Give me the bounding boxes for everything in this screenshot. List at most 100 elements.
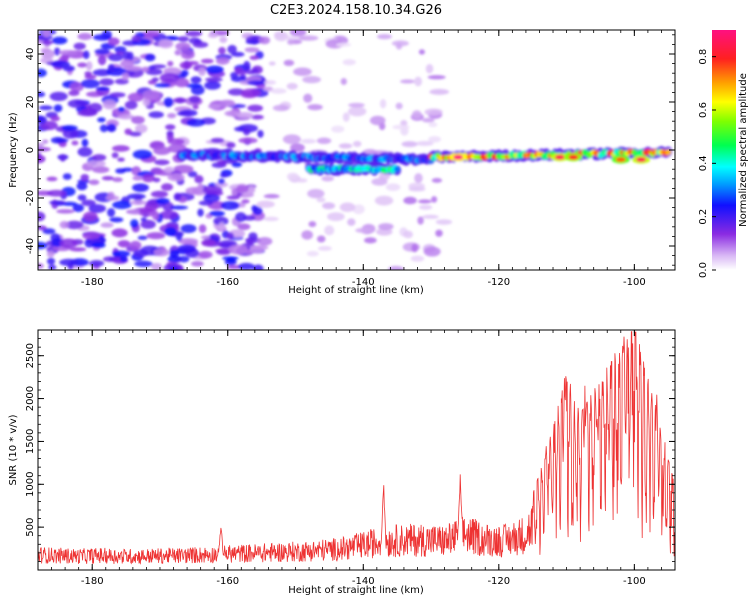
spectrogram-noise-blob xyxy=(247,104,264,112)
spectrogram-noise-blob xyxy=(301,230,313,240)
spectrogram-noise-blob xyxy=(219,173,229,178)
spectrogram-noise-blob xyxy=(101,175,114,181)
spectrogram-noise-blob xyxy=(307,104,323,111)
spectrogram-noise-blob xyxy=(137,235,148,241)
spectrogram-noise-blob xyxy=(158,39,174,49)
spectrogram-noise-blob xyxy=(347,218,356,226)
spectrogram-noise-blob xyxy=(188,95,201,104)
spectrogram-noise-blob xyxy=(38,241,48,250)
spectrogram-noise-blob xyxy=(400,79,415,84)
spectrogram-noise-blob xyxy=(424,108,443,116)
spectrogram-noise-blob xyxy=(144,53,156,62)
spectrogram-noise-blob xyxy=(376,228,393,236)
spectrogram-noise-blob xyxy=(392,124,410,130)
y-tick-label: 0 xyxy=(25,147,36,153)
spectrogram-noise-blob xyxy=(306,250,319,257)
spectrogram-noise-blob xyxy=(321,175,335,182)
spectrogram-noise-blob xyxy=(242,127,251,136)
spectrogram-panel: -180 -160 -140 -120 -100 -40 -20 0 20 40 Height … xyxy=(8,29,676,296)
spectrogram-noise-blob xyxy=(215,57,230,65)
spectrogram-noise-blob xyxy=(81,138,89,147)
spectrogram-noise-blob xyxy=(107,53,124,62)
spectrogram-noise-blob xyxy=(112,177,123,183)
spectrogram-noise-blob xyxy=(131,116,145,125)
spectrogram-noise-blob xyxy=(296,178,308,183)
spectrogram-noise-blob xyxy=(88,179,100,186)
spectrogram-noise-blob xyxy=(198,67,206,77)
spectrogram-noise-blob xyxy=(264,80,277,85)
spectrogram-noise-blob xyxy=(129,209,140,215)
spectrogram-noise-blob xyxy=(77,110,98,117)
spectrogram-noise-blob xyxy=(135,124,148,134)
spectrogram-noise-blob xyxy=(111,152,119,159)
spectrogram-noise-blob xyxy=(146,232,166,240)
spectrogram-noise-blob xyxy=(247,185,256,194)
spectrogram-noise-blob xyxy=(59,258,79,267)
spectrogram-noise-blob xyxy=(219,36,228,44)
spectrogram-noise-blob xyxy=(42,139,49,144)
y-tick-label: 1000 xyxy=(25,472,36,497)
spectrogram-noise-blob xyxy=(167,173,185,182)
spectrogram-noise-blob xyxy=(49,91,68,102)
spectrogram-noise-blob xyxy=(38,225,47,231)
spectrogram-noise-blob xyxy=(142,97,151,107)
spectrogram-noise-blob xyxy=(395,102,403,110)
spectrogram-noise-blob xyxy=(395,42,403,50)
spectrogram-noise-blob xyxy=(83,211,98,222)
spectrogram-noise-blob xyxy=(97,117,106,123)
spectrogram-noise-blob xyxy=(99,78,115,86)
spectrogram-noise-blob xyxy=(84,71,92,77)
spectrogram-noise-blob xyxy=(216,248,232,256)
spectrogram-noise-blob xyxy=(303,93,313,103)
spectrogram-noise-blob xyxy=(227,257,236,263)
spectrogram-noise-blob xyxy=(97,55,107,66)
spectrogram-noise-blob xyxy=(152,177,161,183)
spectrogram-noise-blob xyxy=(342,59,356,66)
spectrogram-noise-blob xyxy=(129,131,142,137)
x-tick-label: -180 xyxy=(81,576,104,587)
spectrogram-noise-blob xyxy=(131,35,142,42)
spectrogram-noise-blob xyxy=(49,200,66,205)
spectrogram-noise-blob xyxy=(200,58,214,64)
spectrogram-noise-blob xyxy=(166,35,180,41)
spectrogram-noise-blob xyxy=(192,41,209,48)
spectrogram-noise-blob xyxy=(387,265,404,270)
spectrogram-noise-blob xyxy=(245,69,256,75)
spectrogram-noise-blob xyxy=(226,195,241,200)
spectrogram-noise-blob xyxy=(228,244,248,255)
y-tick-label: 500 xyxy=(25,518,36,537)
spectrogram-noise-blob xyxy=(429,88,450,95)
colorbar: 0.0 0.2 0.4 0.6 0.8 Normalized spectral ampl… xyxy=(698,30,749,278)
spectrogram-noise-blob xyxy=(417,216,424,225)
spectrogram-noise-blob xyxy=(42,40,54,45)
spectrogram-noise-blob xyxy=(290,143,305,153)
spectrogram-noise-blob xyxy=(67,99,87,108)
spectrogram-noise-blob xyxy=(324,225,335,236)
spectrogram-noise-blob xyxy=(163,97,174,108)
spectrogram-noise-blob xyxy=(77,62,88,68)
spectrogram-noise-blob xyxy=(419,204,433,210)
spectrogram-noise-blob xyxy=(179,61,193,70)
spectrogram-noise-blob xyxy=(252,264,264,270)
spectrogram-y-axis-label: Frequency (Hz) xyxy=(8,112,19,188)
spectrogram-noise-blob xyxy=(46,250,55,258)
y-tick-label: -20 xyxy=(25,190,36,206)
spectrogram-noise-blob xyxy=(235,212,247,222)
spectrogram-noise-blob xyxy=(145,68,163,76)
spectrogram-noise-blob xyxy=(38,211,46,222)
spectrogram-y-ticks: -40 -20 0 20 40 xyxy=(25,34,675,266)
x-tick-label: -140 xyxy=(352,277,375,288)
spectrogram-noise-blob xyxy=(111,145,130,152)
spectrogram-noise-blob xyxy=(124,100,138,110)
spectrogram-noise-blob xyxy=(257,129,264,138)
spectrogram-noise-blob xyxy=(435,219,453,225)
spectrogram-noise-blob xyxy=(186,118,206,127)
spectrogram-noise-blob xyxy=(289,30,307,37)
spectrogram-noise-blob xyxy=(122,51,131,60)
snr-x-axis-label: Height of straight line (km) xyxy=(288,585,424,596)
spectrogram-noise-blob xyxy=(154,83,171,88)
spectrogram-noise-blob xyxy=(180,49,195,60)
spectrogram-noise-blob xyxy=(180,224,197,234)
spectrogram-noise-blob xyxy=(117,106,125,113)
spectrogram-noise-blob xyxy=(69,247,87,252)
